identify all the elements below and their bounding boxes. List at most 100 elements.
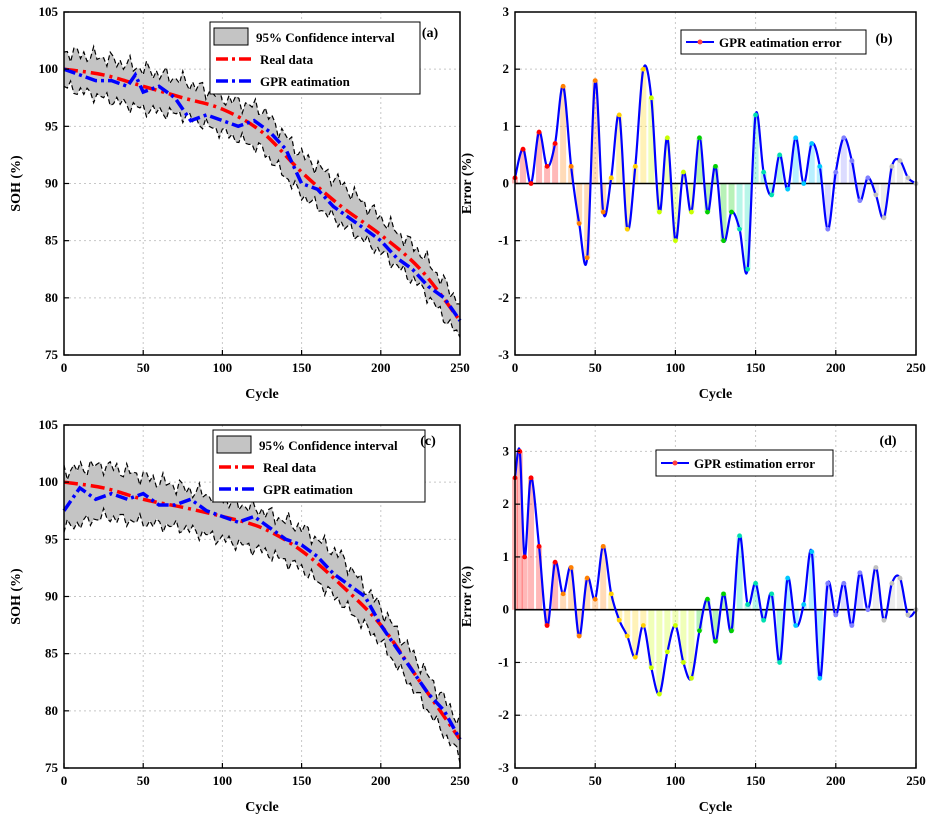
y-tick-label: -2 [498,707,509,722]
confidence-band [64,460,460,764]
error-point [777,152,783,158]
legend-entry-label: GPR estimation error [694,456,815,471]
y-tick-label: 90 [45,176,58,191]
error-point [705,209,710,215]
error-point [528,181,534,186]
x-tick-label: 150 [746,360,766,375]
y-tick-label: 3 [503,443,510,458]
error-stems [512,69,911,270]
y-tick-label: 2 [503,61,510,76]
error-point [737,533,742,539]
error-point [648,95,654,101]
error-point [689,675,694,681]
error-point [584,575,590,581]
error-point [737,226,742,232]
x-tick-label: 200 [371,773,391,788]
error-point [729,209,734,215]
y-tick-label: -3 [498,760,509,775]
error-point [889,163,895,169]
error-stems [512,451,911,695]
error-point [560,83,566,89]
confidence-lower-line [63,506,461,764]
error-point [857,570,863,576]
error-point [560,591,566,597]
error-point [721,591,726,597]
error-point [656,691,662,697]
error-line [513,64,917,275]
x-axis-title: Cycle [245,387,278,402]
error-point [681,169,686,175]
error-point [905,612,911,618]
y-tick-label: 85 [45,646,59,661]
error-point [729,628,734,634]
x-tick-label: 250 [906,360,926,375]
error-point [817,675,823,681]
legend-entry-label: Real data [263,460,317,475]
error-point [616,617,622,623]
error-point [552,141,558,146]
y-tick-label: 80 [45,703,58,718]
panel-c: 0 50 100 150 200 250 75 80 85 90 95 100 105 Cycle SOH … [9,417,470,815]
y-tick-label: -2 [498,290,509,305]
legend-entry-label: GPR eatimation [263,482,354,497]
error-point [576,221,582,226]
error-point [817,163,823,169]
gpr-estimation-line [63,67,462,322]
error-point [873,565,879,570]
x-tick-label: 150 [292,773,312,788]
y-tick-label: 75 [45,760,59,775]
panel-label: (a) [422,26,439,41]
x-tick-label: 100 [213,773,233,788]
plot-frame [514,424,917,769]
error-point [753,112,758,118]
y-tick-label: 3 [503,4,510,19]
error-point [905,175,911,181]
error-point [785,575,791,581]
y-tick-label: 95 [45,118,59,133]
y-tick-label: 1 [503,118,510,133]
error-markers [512,66,919,272]
error-point [841,135,847,141]
x-tick-label: 250 [450,773,470,788]
error-point [656,209,662,215]
error-point [522,554,528,560]
panel-label: (d) [879,434,896,449]
x-tick-label: 0 [512,360,519,375]
x-tick-label: 50 [589,360,602,375]
legend-entry-label: 95% Confidence interval [259,438,398,453]
x-tick-label: 50 [589,773,602,788]
error-point [544,163,550,169]
legend-swatch-marker [672,460,678,466]
legend-entry-label: 95% Confidence interval [256,30,395,45]
error-point [809,141,815,146]
legend-swatch-marker [697,39,703,45]
error-point [777,660,783,665]
error-point [793,135,799,141]
y-tick-label: 1 [503,549,510,564]
error-point [897,158,903,164]
y-tick-label: 80 [45,290,58,305]
error-point [809,549,815,555]
y-tick-label: 100 [39,61,59,76]
x-tick-label: 0 [61,360,68,375]
error-point [640,623,646,628]
panel-a: 0 50 100 150 200 250 75 80 85 90 95 100 105 Cycle SOH … [9,4,470,402]
y-tick-label: 0 [503,176,510,191]
x-axis-title: Cycle [699,387,732,402]
y-tick-label: 95 [45,531,59,546]
error-point [697,135,702,141]
error-point [640,66,646,72]
x-tick-label: 150 [746,773,766,788]
error-point [849,158,855,164]
x-tick-label: 150 [292,360,312,375]
confidence-upper-line [63,44,461,305]
error-point [713,163,718,169]
y-tick-label: -1 [498,233,509,248]
error-point [897,575,903,581]
error-point [881,617,887,623]
panel-d: 0 50 100 150 200 250 -3 -2 -1 0 1 2 3 Cycle Error (%) G… [460,424,926,815]
legend-entry-label: GPR eatimation error [719,35,842,50]
error-point [881,215,887,221]
error-point [841,580,847,586]
